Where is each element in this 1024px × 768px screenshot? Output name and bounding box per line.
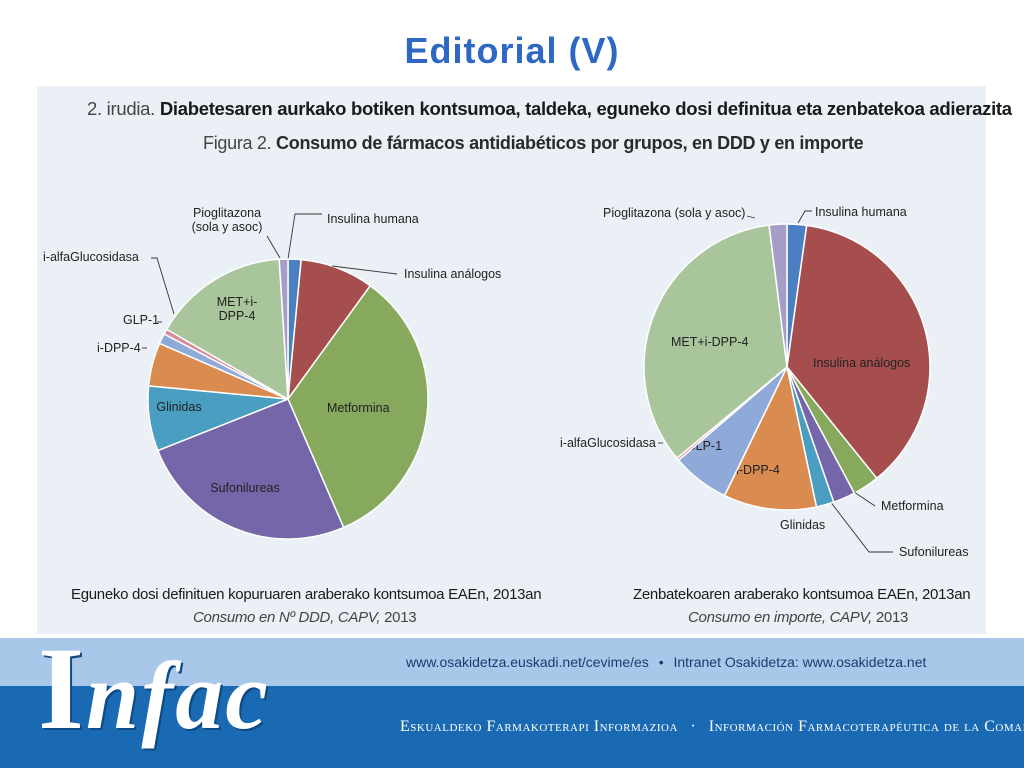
footer-link-separator: • <box>658 654 664 670</box>
slice-label-glinidas: Glinidas <box>780 518 825 532</box>
figure-title-spanish-text: Consumo de fármacos antidiabéticos por g… <box>276 133 864 153</box>
pie-charts: Insulina humana Insulina análogos Metformi… <box>43 205 969 559</box>
pie-slice-pioglitazona-sola-y-asoc <box>278 258 289 400</box>
slice-label-i-alfaglucosidasa: i-alfaGlucosidasa <box>560 436 656 450</box>
slice-label-sufonilureas: Sufonilureas <box>210 481 280 495</box>
pie-chart-ddd: Insulina humana Insulina análogos Metformi… <box>43 206 501 540</box>
chart-right-caption-year: 2013 <box>875 609 909 626</box>
figure-title-spanish-prefix: Figura 2. <box>203 133 272 153</box>
chart-right-caption-basque: Zenbatekoaren araberako kontsumoa EAEn, … <box>633 586 971 603</box>
slice-label-insulina-an-logos: Insulina análogos <box>404 267 501 281</box>
slice-label-pioglitazona-sola-y-asoc: Pioglitazona (sola y asoc) <box>603 206 745 220</box>
chart-left-caption-spanish: Consumo en Nº DDD, CAPV, 2013 <box>193 609 417 626</box>
infac-logo: Infac <box>38 630 270 748</box>
slice-label-i-dpp-4: i-DPP-4 <box>97 341 141 355</box>
chart-left-caption-spanish-text: Consumo en Nº DDD, CAPV, <box>193 609 381 626</box>
pie-slice-met-i-dpp-4 <box>643 224 788 460</box>
slice-label-insulina-humana: Insulina humana <box>815 205 907 219</box>
slide-title: Editorial (V) <box>404 30 620 71</box>
slice-label-insulina-humana: Insulina humana <box>327 212 419 226</box>
pie-chart-importe: Insulina humana Insulina análogos Metformi… <box>560 205 969 559</box>
infac-logo-rest: nfac <box>85 642 270 749</box>
slice-label-glp-1: GLP-1 <box>123 313 159 327</box>
chart-left-caption-year: 2013 <box>384 609 417 626</box>
footer-banner: Infac www.osakidetza.euskadi.net/cevime/… <box>0 630 1024 768</box>
tagline-spanish: Información Farmacoterapéutica de la Com… <box>708 718 1024 735</box>
slice-label-met-i-dpp-4: MET+i-DPP-4 <box>671 335 748 349</box>
pie-slice-sufonilureas <box>156 398 345 540</box>
leader-line-pioglitazona-sola-y-asoc <box>746 215 756 219</box>
slice-label-sufonilureas: Sufonilureas <box>899 545 969 559</box>
footer-bottom-band <box>0 686 1024 768</box>
leader-line-i-alfaglucosidasa <box>151 257 175 315</box>
leader-line-insulina-humana <box>797 210 812 224</box>
footer-tagline: Eskualdeko Farmakoterapi Informazioa · I… <box>400 718 1024 736</box>
slice-label-i-dpp-4: i-DPP-4 <box>736 463 780 477</box>
tagline-basque: Eskualdeko Farmakoterapi Informazioa <box>400 718 678 735</box>
footer-links: www.osakidetza.euskadi.net/cevime/es • I… <box>406 654 926 670</box>
footer-top-band <box>0 638 1024 686</box>
pie-slice-i-dpp-4 <box>723 364 818 511</box>
slice-label-met-i-dpp-4: MET+i-DPP-4 <box>217 295 258 323</box>
pie-slice-met-i-dpp-4 <box>165 258 289 401</box>
slice-label-metformina: Metformina <box>881 499 944 513</box>
figure-title-spanish: Figura 2. Consumo de fármacos antidiabét… <box>203 133 864 154</box>
slice-label-insulina-an-logos: Insulina análogos <box>813 356 910 370</box>
pie-slice-metformina <box>287 284 429 529</box>
slice-label-pioglitazona-sola-y-asoc: Pioglitazona (sola y asoc) <box>192 206 263 234</box>
pie-slice-insulina-an-logos <box>786 224 931 480</box>
figure-title-basque: 2. irudia. Diabetesaren aurkako botiken … <box>87 98 1012 120</box>
slice-label-glinidas: Glinidas <box>156 400 201 414</box>
chart-right-caption-spanish: Consumo en importe, CAPV, 2013 <box>688 609 908 626</box>
leader-line-insulina-an-logos <box>331 265 398 275</box>
chart-left-caption-basque: Eguneko dosi definituen kopuruaren arabe… <box>71 586 542 603</box>
slice-label-i-alfaglucosidasa: i-alfaGlucosidasa <box>43 250 139 264</box>
pie-slice-pioglitazona-sola-y-asoc <box>768 223 788 368</box>
figure-panel: 2. irudia. Diabetesaren aurkako botiken … <box>37 86 1012 634</box>
leader-line-insulina-humana <box>287 213 322 260</box>
infac-logo-initial: I <box>38 623 86 754</box>
chart-right-caption-spanish-text: Consumo en importe, CAPV, <box>688 609 872 626</box>
leader-line-pioglitazona-sola-y-asoc <box>266 235 281 259</box>
slice-label-metformina: Metformina <box>327 401 390 415</box>
tagline-separator: · <box>690 718 697 735</box>
figure-title-basque-prefix: 2. irudia. <box>87 98 155 119</box>
leader-line-sufonilureas <box>825 495 893 553</box>
figure-title-basque-text: Diabetesaren aurkako botiken kontsumoa, … <box>159 98 1012 119</box>
intranet-link[interactable]: Intranet Osakidetza: www.osakidetza.net <box>673 654 927 670</box>
cevime-link[interactable]: www.osakidetza.euskadi.net/cevime/es <box>406 654 649 670</box>
